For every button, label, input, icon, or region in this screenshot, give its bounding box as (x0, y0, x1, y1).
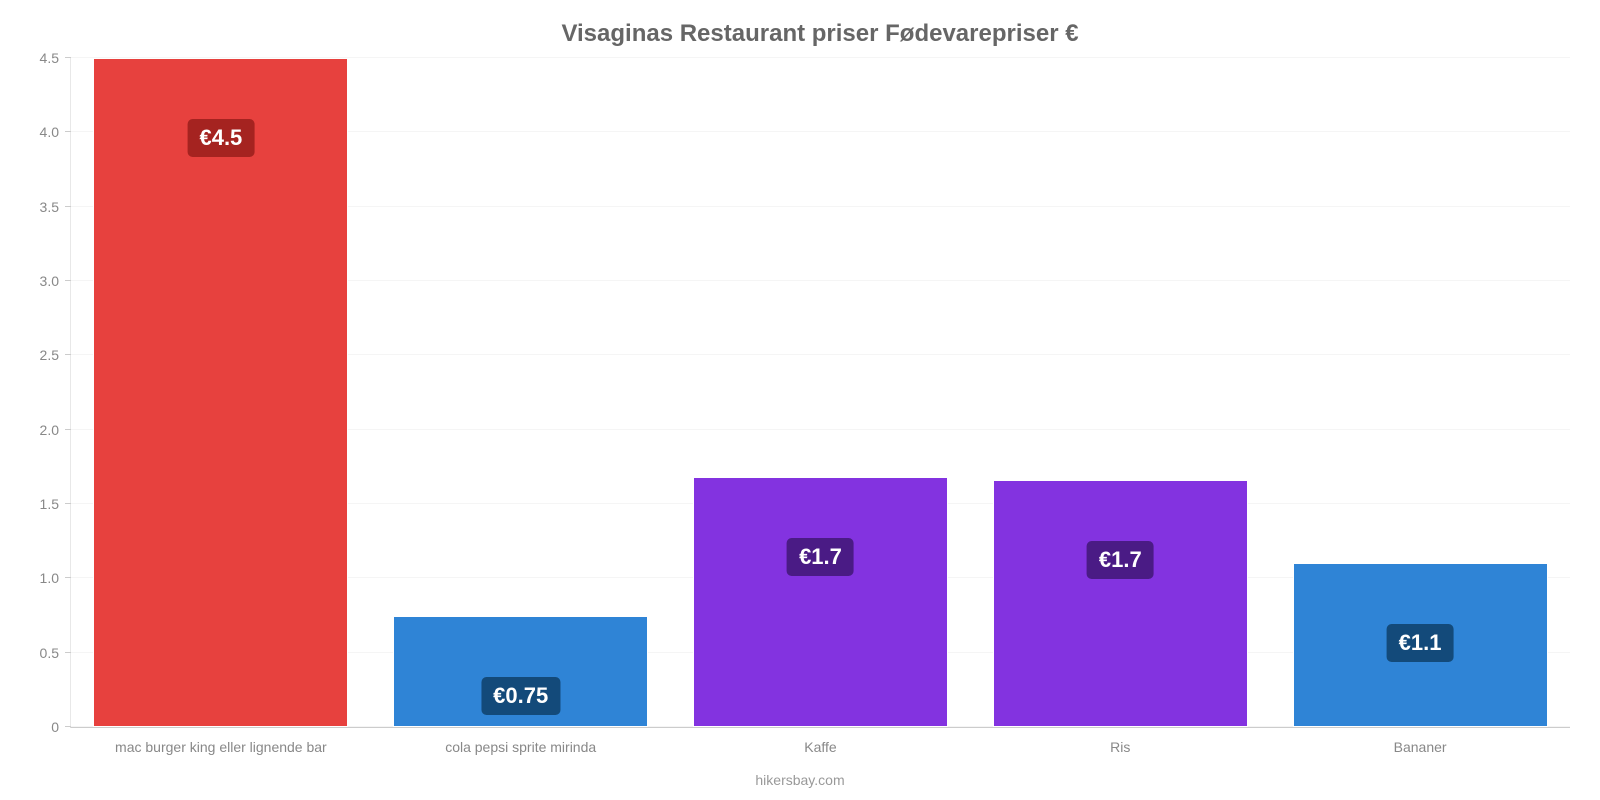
y-axis-tick-label: 4.5 (40, 50, 71, 66)
bar: €1.7 (693, 477, 948, 727)
chart-footer: hikersbay.com (0, 772, 1600, 788)
value-badge: €0.75 (481, 677, 560, 715)
y-axis-tick-label: 2.0 (40, 422, 71, 438)
x-axis-category-label: Kaffe (804, 727, 836, 755)
chart-title: Visaginas Restaurant priser Fødevarepris… (70, 20, 1570, 48)
y-axis-tick-label: 1.0 (40, 570, 71, 586)
bar-slot: €1.7 (693, 477, 948, 727)
x-axis-category-label: Bananer (1394, 727, 1447, 755)
bar: €1.7 (993, 480, 1248, 727)
value-badge: €1.1 (1387, 624, 1454, 662)
bar-slot: €1.1 (1293, 563, 1548, 727)
chart-container: Visaginas Restaurant priser Fødevarepris… (0, 0, 1600, 800)
bar-slot: €1.7 (993, 480, 1248, 727)
y-axis-tick-label: 3.5 (40, 199, 71, 215)
y-axis-tick-label: 2.5 (40, 347, 71, 363)
bar-slot: €4.5 (93, 58, 348, 727)
bar: €0.75 (393, 616, 648, 728)
x-axis-category-label: cola pepsi sprite mirinda (445, 727, 596, 755)
value-badge: €4.5 (187, 119, 254, 157)
y-axis-tick-label: 3.0 (40, 273, 71, 289)
bar: €1.1 (1293, 563, 1548, 727)
y-axis-tick-label: 1.5 (40, 496, 71, 512)
y-axis-tick-label: 4.0 (40, 124, 71, 140)
bar-slot: €0.75 (393, 616, 648, 728)
y-axis-tick-label: 0.5 (40, 645, 71, 661)
plot-area: 00.51.01.52.02.53.03.54.04.5€4.5mac burg… (70, 58, 1570, 728)
x-axis-category-label: mac burger king eller lignende bar (115, 727, 327, 755)
value-badge: €1.7 (1087, 541, 1154, 579)
value-badge: €1.7 (787, 538, 854, 576)
x-axis-category-label: Ris (1110, 727, 1130, 755)
bar: €4.5 (93, 58, 348, 727)
y-axis-tick-label: 0 (51, 719, 71, 735)
